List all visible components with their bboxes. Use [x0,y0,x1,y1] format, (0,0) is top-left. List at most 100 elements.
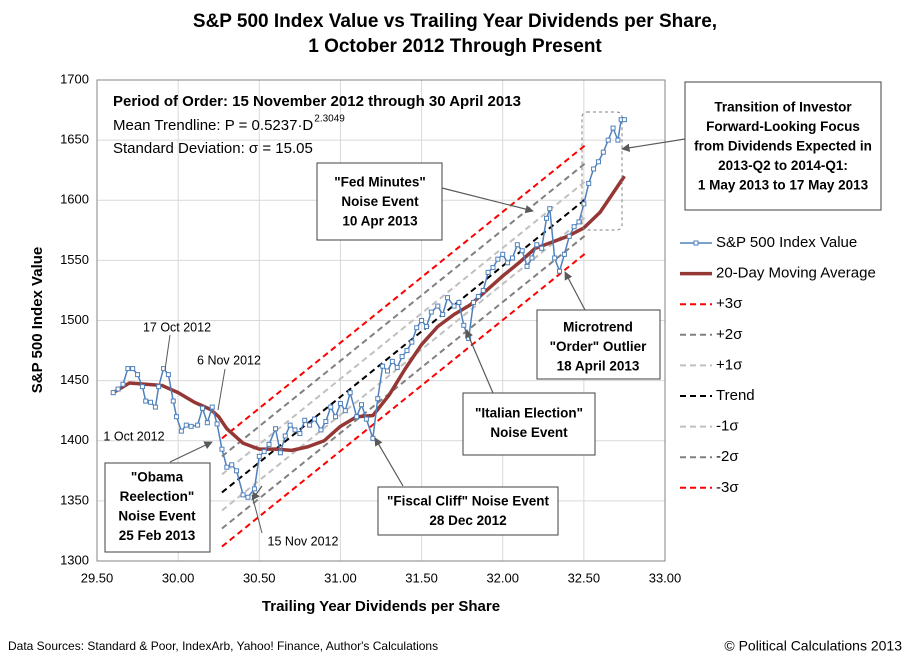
arrow [465,329,494,394]
data-point [183,422,189,428]
y-tick-label: 1600 [60,192,89,207]
x-tick-label: 32.50 [568,570,601,585]
series-line [221,197,588,494]
data-point [209,404,215,410]
data-point [409,339,415,345]
data-point [475,293,481,299]
annotation-box [462,392,596,456]
x-tick-label: 33.00 [649,570,682,585]
data-point [273,426,279,432]
annotation-text: "Italian Election" [475,406,583,421]
annotation-text: Reelection" [120,489,195,504]
legend-label: -2σ [716,448,739,465]
data-point [524,263,530,269]
annotation-text: 17 Oct 2012 [143,320,211,334]
data-point [490,265,496,271]
annotation-text: 6 Nov 2012 [197,353,261,367]
chart-title: 1 October 2012 Through Present [308,36,602,57]
annotation-box [536,309,661,380]
copyright: © Political Calculations 2013 [724,638,902,654]
x-axis-label: Trailing Year Dividends per Share [262,598,500,615]
data-point [375,396,381,402]
data-point [323,419,329,425]
data-point [621,117,627,123]
data-point [451,303,457,309]
y-axis-label: S&P 500 Index Value [29,247,46,393]
data-point [514,242,520,248]
data-point [595,159,601,165]
leader-line [164,334,171,371]
highlight-box [581,111,623,231]
data-point [461,322,467,328]
annotation-text: "Obama [131,470,184,485]
data-point [277,450,283,456]
annotation-text: Transition of Investor [714,100,852,115]
chart-title: S&P 500 Index Value vs Trailing Year Div… [193,11,717,32]
data-point [566,233,572,239]
x-tick-label: 32.00 [486,570,519,585]
y-tick-label: 1500 [60,312,89,327]
data-point [534,242,540,248]
data-point [307,422,313,428]
data-point [615,137,621,143]
data-point [509,255,515,261]
data-point [333,414,339,420]
annotation-box [104,462,211,553]
info-exponent: 2.3049 [314,114,345,125]
data-point [471,299,477,305]
source-note: Data Sources: Standard & Poor, IndexArb,… [8,639,438,653]
info-text: Mean Trendline: P = 0.5237·D [113,117,313,134]
legend-label: -1σ [716,418,739,435]
y-tick-label: 1300 [60,552,89,567]
data-point [328,404,334,410]
data-point [204,420,210,426]
data-point [440,311,446,317]
data-point [389,358,395,364]
data-point [240,492,246,498]
data-point [219,446,225,452]
data-point [359,402,365,408]
data-point [229,462,235,468]
data-point [561,251,567,257]
leader-line [217,368,226,411]
data-point [500,251,506,257]
data-point [120,381,126,387]
legend-marker [693,240,699,246]
data-point [423,324,429,330]
data-point [445,295,451,301]
data-point [125,366,131,372]
annotation-text: 15 Nov 2012 [268,534,339,548]
data-point [600,149,606,155]
data-point [282,433,288,439]
data-point [363,416,369,422]
data-point [370,435,376,441]
data-point [110,390,116,396]
data-point [143,398,149,404]
data-point [251,486,257,492]
arrow [621,138,686,152]
data-point [234,468,240,474]
annotation-text: from Dividends Expected in [694,139,872,154]
annotation-text: "Order" Outlier [550,339,648,354]
data-point [199,405,205,411]
arrow [564,271,586,311]
data-point [519,248,525,254]
data-point [337,400,343,406]
legend-label: Trend [716,387,755,404]
legend-label: S&P 500 Index Value [716,234,857,251]
data-point [428,309,434,315]
data-point [539,245,545,251]
data-point [214,421,220,427]
data-point [394,364,400,370]
annotation-text: 10 Apr 2013 [342,214,418,229]
annotation-box [684,81,882,211]
data-point [557,268,563,274]
data-point [318,427,324,433]
data-point [188,423,194,429]
x-tick-label: 29.50 [81,570,114,585]
annotation-text: 1 Oct 2012 [103,429,164,443]
annotation-text: Microtrend [563,320,633,335]
data-point [480,287,486,293]
data-point [404,348,410,354]
